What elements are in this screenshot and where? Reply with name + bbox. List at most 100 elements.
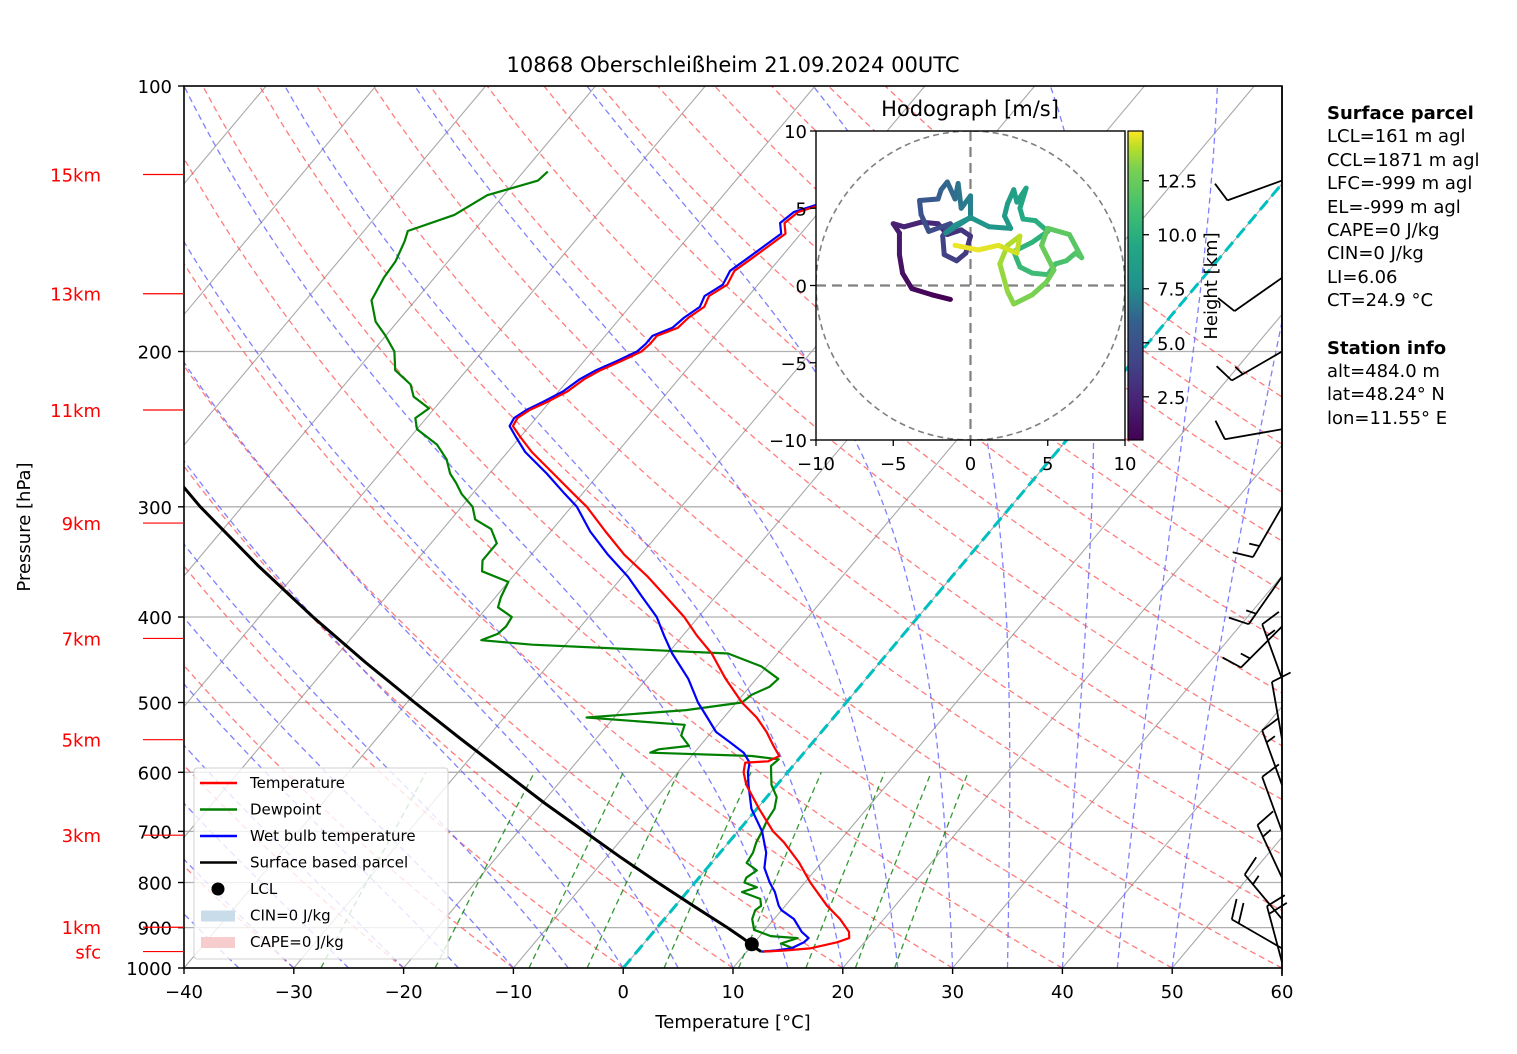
colorbar-tick-label: 12.5: [1157, 172, 1197, 193]
y-tick-label: 900: [138, 919, 172, 940]
surface-parcel-line: LFC=-999 m agl: [1327, 173, 1473, 195]
surface-parcel-line: CAPE=0 J/kg: [1327, 220, 1440, 242]
info-panel: Surface parcel LCL=161 m agl CCL=1871 m …: [1327, 102, 1480, 430]
hodograph-segment: [952, 242, 981, 253]
hodograph-segment: [901, 219, 924, 230]
y-tick-label: 100: [138, 77, 172, 98]
y-axis-label: Pressure [hPa]: [14, 462, 35, 591]
legend-label: CIN=0 J/kg: [250, 907, 331, 925]
hodograph-segment: [929, 292, 953, 302]
hodograph-title: Hodograph [m/s]: [881, 97, 1059, 121]
wind-barb: [1261, 717, 1283, 786]
hodograph-segment: [975, 242, 1001, 253]
hodograph-segment: [918, 211, 932, 234]
hodograph-segment: [1011, 292, 1035, 307]
chart-title: 10868 Oberschleißheim 21.09.2024 00UTC: [507, 53, 960, 77]
wind-barb: [1228, 576, 1283, 626]
dry-adiabat: [771, 86, 1282, 493]
dry-adiabat: [372, 86, 1282, 856]
hodograph-x-tick-label: −5: [880, 454, 907, 475]
legend-swatch: [201, 937, 235, 948]
hodograph-segment: [1029, 279, 1049, 298]
dry-adiabat: [184, 565, 624, 968]
moist-adiabat: [184, 616, 514, 968]
x-tick-label: 60: [1271, 982, 1294, 1003]
station-info-line: lat=48.24° N: [1327, 384, 1445, 406]
x-tick-label: 10: [722, 982, 745, 1003]
height-label: 15km: [50, 166, 101, 187]
hodograph-y-tick-label: 10: [784, 122, 807, 143]
hodograph-y-tick-label: −10: [769, 431, 807, 452]
hodograph-segment: [1039, 242, 1057, 273]
dry-adiabat: [429, 86, 1282, 801]
hodograph-segment: [917, 196, 941, 204]
wind-barb: [1261, 763, 1283, 832]
isotherm: [184, 86, 706, 708]
x-tick-label: −10: [494, 982, 532, 1003]
colorbar: [1127, 130, 1144, 441]
moist-adiabat: [184, 682, 459, 968]
series-dewpoint: [370, 170, 799, 953]
hodograph-segment: [1029, 270, 1051, 278]
hodograph-segment: [940, 233, 947, 258]
x-tick-label: 40: [1051, 982, 1074, 1003]
mixing-ratio-line: [663, 772, 752, 968]
hodograph: Hodograph [m/s] −10 −5 0 5 10 10 5 0 −5 −10 12.5 1…: [769, 97, 1222, 475]
height-label: 11km: [50, 401, 101, 422]
colorbar-tick-label: 7.5: [1157, 280, 1186, 301]
moist-adiabat: [414, 86, 899, 968]
dry-adiabat: [184, 465, 734, 968]
surface-parcel-line: CCL=1871 m agl: [1327, 149, 1480, 171]
y-tick-label: 300: [138, 498, 172, 519]
surface-parcel-line: CT=24.9 °C: [1327, 290, 1434, 312]
dry-adiabat: [202, 86, 1173, 968]
mixing-ratio-line: [737, 772, 822, 968]
height-label: 3km: [62, 826, 101, 847]
moist-adiabat: [1171, 318, 1282, 968]
series-wet-bulb-temperature: [508, 170, 862, 953]
hodograph-y-tick-label: 5: [796, 199, 807, 220]
profiles: [184, 170, 868, 953]
series-temperature: [511, 170, 868, 953]
x-tick-label: 30: [941, 982, 964, 1003]
surface-parcel-title: Surface parcel: [1327, 103, 1474, 124]
dry-adiabat: [315, 86, 1282, 912]
hodograph-x-tick-label: −10: [797, 454, 835, 475]
hodograph-segment: [1014, 233, 1023, 256]
height-labels: 15km 13km 11km 9km 7km 5km 3km 1km sfc: [50, 166, 184, 964]
surface-parcel-line: LCL=161 m agl: [1327, 126, 1466, 148]
moist-adiabat: [184, 459, 624, 968]
x-tick-label: −40: [165, 982, 203, 1003]
height-label: 1km: [62, 918, 101, 939]
hodograph-x-tick-label: 10: [1114, 454, 1137, 475]
height-label: 13km: [50, 285, 101, 306]
hodograph-segment: [896, 252, 906, 276]
hodograph-segment: [952, 215, 973, 228]
y-tick-label: 500: [138, 693, 172, 714]
isotherm: [732, 313, 1282, 968]
legend-swatch: [211, 882, 225, 896]
legend-label: Surface based parcel: [250, 854, 408, 872]
mixing-ratio-line: [854, 772, 932, 968]
hodograph-segment: [986, 224, 1014, 231]
lcl-marker: [744, 937, 759, 952]
isotherm: [952, 575, 1282, 968]
hodograph-x-tick-label: 0: [965, 454, 976, 475]
colorbar-tick-label: 10.0: [1157, 226, 1197, 247]
hodograph-segment: [909, 286, 935, 298]
height-label: 5km: [62, 731, 101, 752]
legend-label: LCL: [250, 880, 278, 898]
freezing-isotherm: [622, 181, 1282, 968]
dry-adiabat: [184, 157, 1063, 968]
legend-swatch: [201, 910, 235, 922]
legend-label: CAPE=0 J/kg: [250, 933, 344, 951]
hodograph-segment: [1066, 232, 1085, 261]
wind-barb: [1217, 277, 1283, 312]
mixing-ratio-line: [586, 772, 679, 968]
isotherm: [184, 86, 596, 577]
colorbar-tick-label: 2.5: [1157, 388, 1186, 409]
station-info-line: alt=484.0 m: [1327, 361, 1440, 383]
mixing-ratio-line: [528, 772, 624, 968]
legend: Temperature Dewpoint Wet bulb temperature S…: [193, 767, 449, 960]
